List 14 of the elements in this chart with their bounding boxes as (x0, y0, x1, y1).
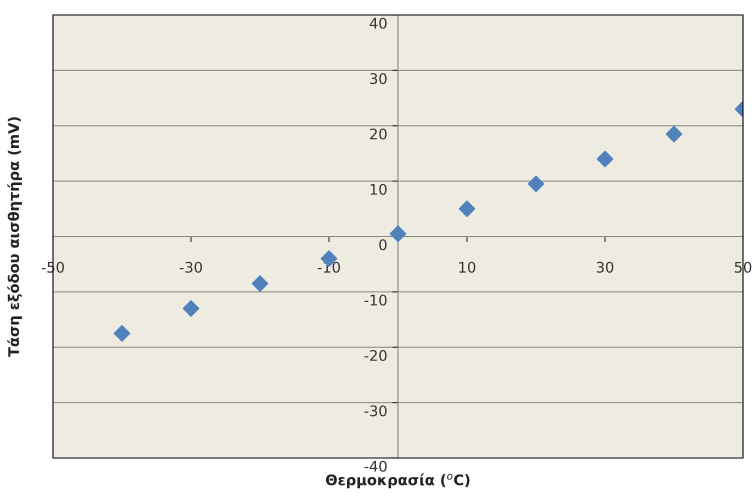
y-tick-label: -10 (364, 294, 387, 306)
y-tick-label: 0 (379, 239, 387, 250)
y-tick-label: 10 (370, 184, 387, 195)
y-tick-label: 20 (370, 128, 387, 140)
y-tick-label: -40 (364, 460, 387, 472)
x-tick-label: 30 (596, 262, 614, 273)
y-tick-label: -30 (364, 405, 387, 416)
y-tick-label: 40 (370, 18, 387, 29)
y-tick-label: -20 (364, 350, 387, 361)
x-tick-label: 10 (459, 262, 476, 273)
y-axis-title: Τάση εξόδου αισθητήρα (mV) (7, 117, 22, 357)
y-tick-label: 30 (370, 73, 387, 84)
x-axis-title: Θερμοκρασία ($^{o}$C) (326, 474, 470, 488)
x-tick-label: -30 (180, 262, 202, 273)
